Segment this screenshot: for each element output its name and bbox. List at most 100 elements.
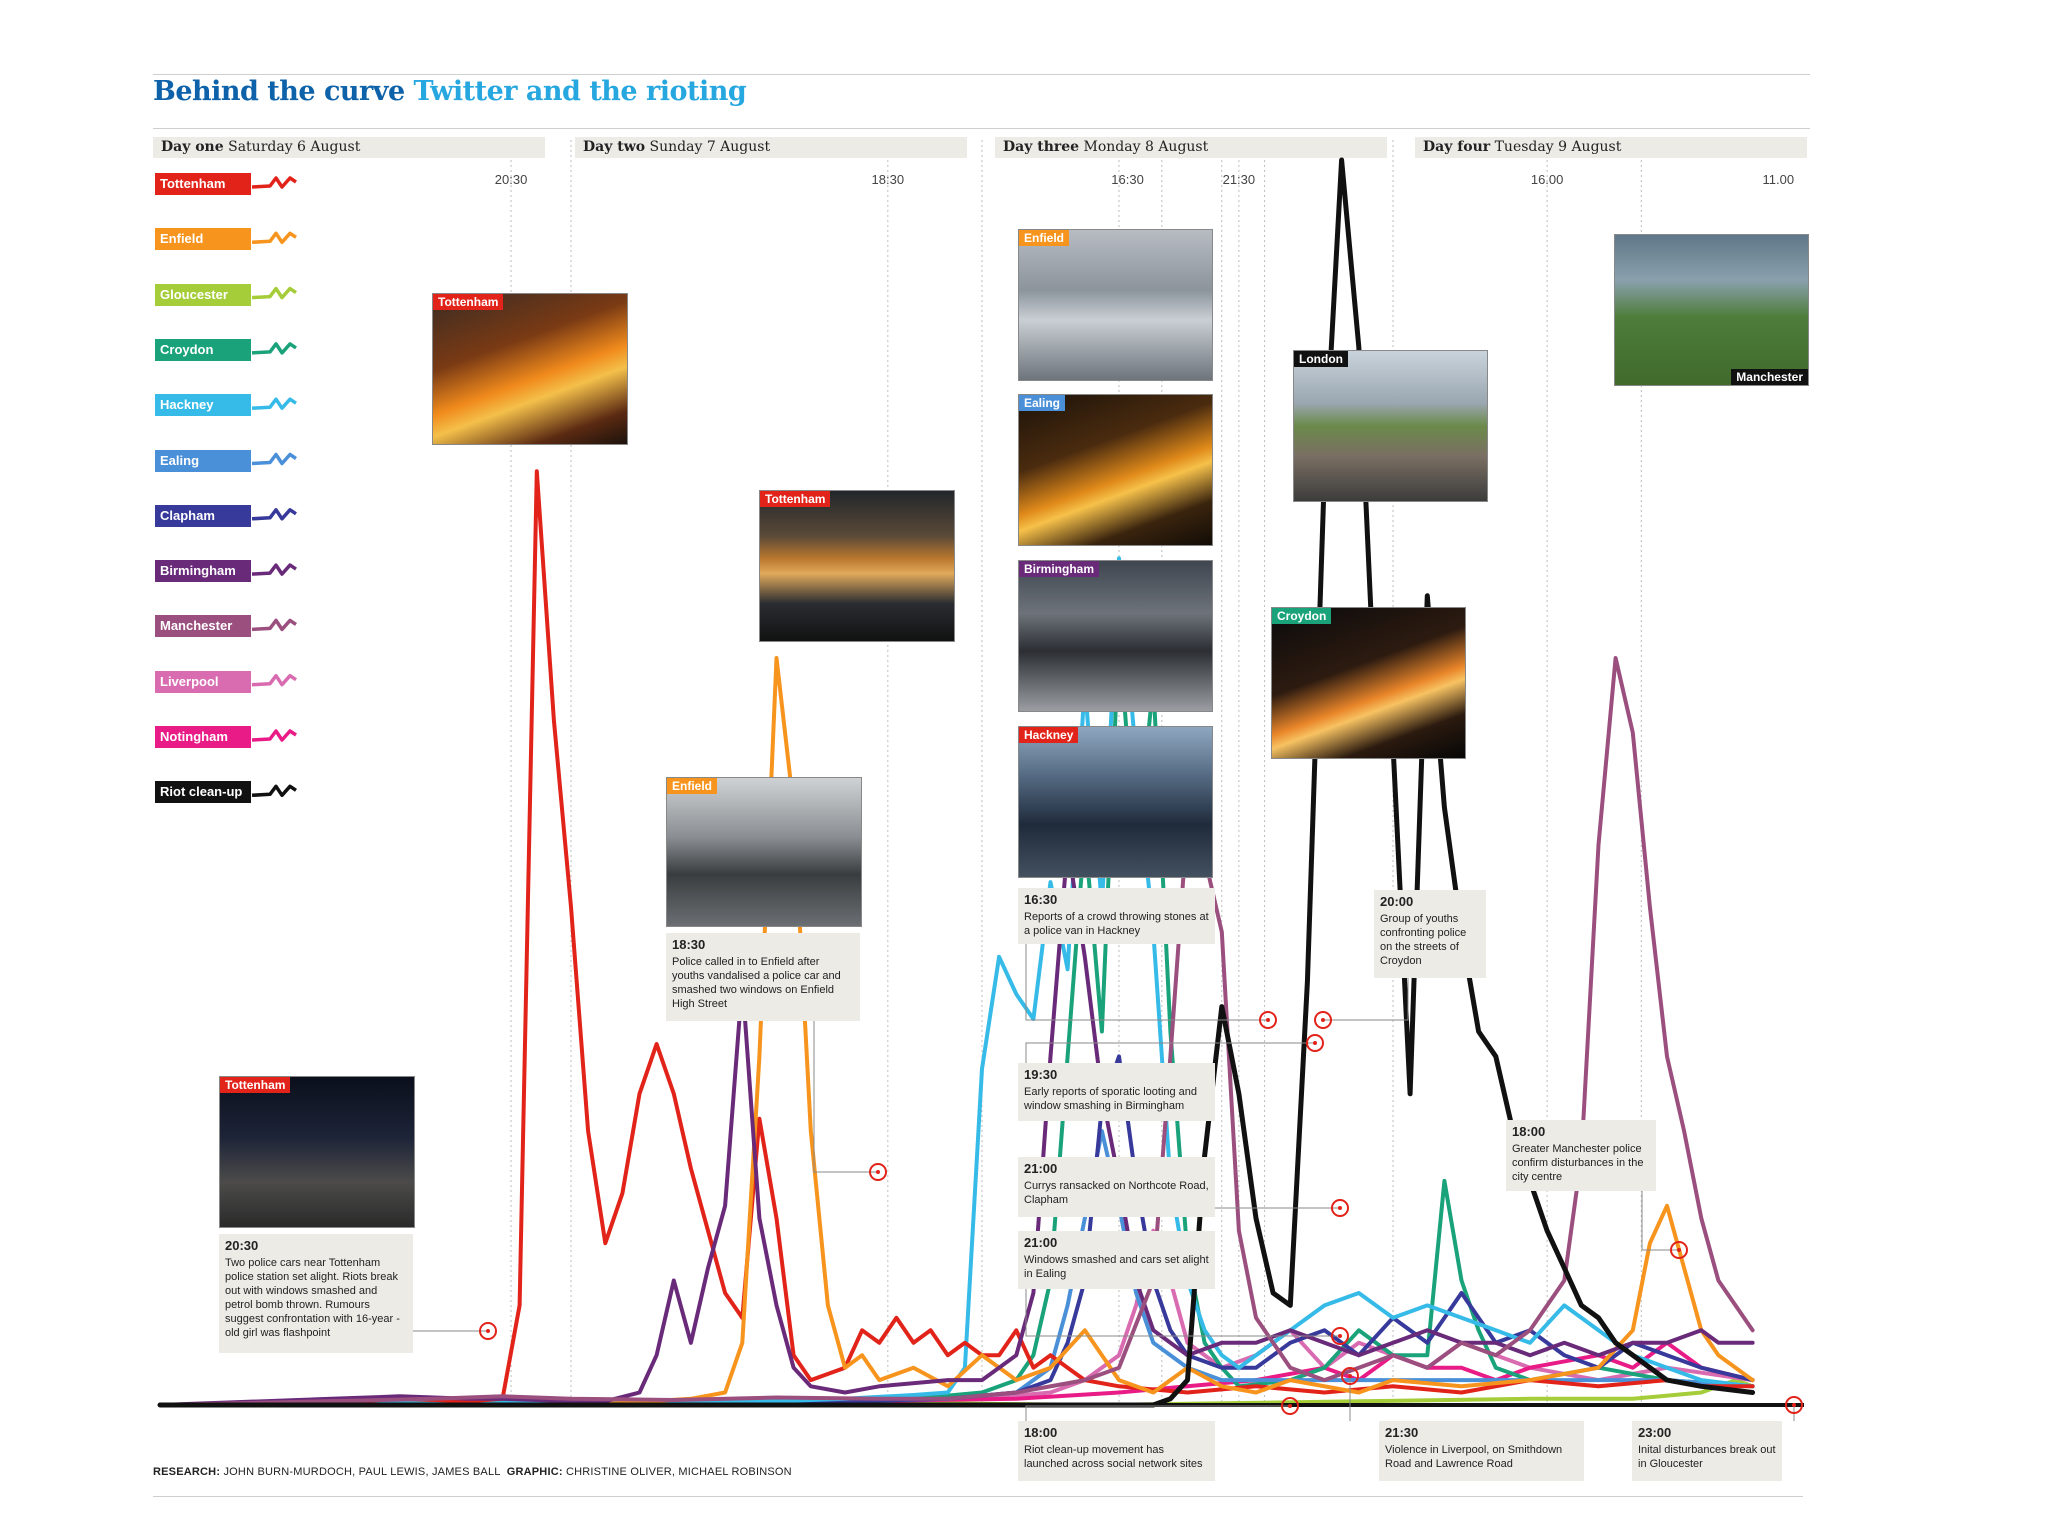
annotation-time: 18:30 — [672, 937, 706, 952]
legend-swatch — [251, 563, 297, 576]
annotation-connector — [1025, 1405, 1290, 1421]
series-line-birmingham — [158, 842, 1755, 1407]
annotation-text: Two police cars near Tottenham police st… — [225, 1257, 400, 1339]
photo-london-cleanup: London — [1293, 350, 1488, 502]
event-marker-dot — [1348, 1374, 1352, 1378]
annotation-time: 21:00 — [1024, 1235, 1058, 1250]
annotation-text: Violence in Liverpool, on Smithdown Road… — [1385, 1444, 1563, 1470]
annotation-tottenham-2030: 20:30 Two police cars near Tottenham pol… — [219, 1234, 413, 1353]
event-marker — [869, 1163, 887, 1181]
top-rule — [153, 74, 1810, 75]
title-part-2: Twitter and the rioting — [413, 76, 747, 107]
photo-tottenham-fire: Tottenham — [432, 293, 628, 445]
annotation-text: Group of youths confronting police on th… — [1380, 913, 1467, 967]
day-header-1: Day one Saturday 6 August — [153, 137, 545, 158]
legend-swatch — [251, 618, 297, 632]
photo-tag: Hackney — [1019, 727, 1079, 743]
annotation-time: 18:00 — [1024, 1425, 1058, 1440]
series-lines — [157, 157, 1804, 1408]
title-part-1: Behind the curve — [153, 76, 405, 107]
annotation-time: 18:00 — [1512, 1124, 1546, 1139]
title-rule — [153, 128, 1810, 129]
annotation-time: 21:30 — [1385, 1425, 1419, 1440]
series-line-ealing — [158, 1129, 1755, 1407]
legend-swatch — [251, 176, 297, 189]
annotation-time: 16:30 — [1024, 892, 1058, 907]
time-marker-label: 20:30 — [495, 172, 528, 187]
credits: RESEARCH: JOHN BURN-MURDOCH, PAUL LEWIS,… — [153, 1466, 792, 1478]
legend-label: Enfield — [155, 228, 251, 251]
legend-label: Hackney — [155, 394, 251, 417]
annotation-connectors — [413, 944, 1803, 1421]
legend-label: Clapham — [155, 504, 251, 527]
photo-manchester-cleanup: Manchester — [1614, 234, 1809, 386]
day-date: Saturday 6 August — [228, 139, 361, 155]
legend-label: Manchester — [155, 615, 251, 638]
legend-label: Croydon — [155, 338, 251, 361]
legend-swatch — [251, 231, 297, 245]
research-names: JOHN BURN-MURDOCH, PAUL LEWIS, JAMES BAL… — [223, 1466, 501, 1478]
annotation-text: Currys ransacked on Northcote Road, Clap… — [1024, 1180, 1209, 1206]
graphic-label: GRAPHIC: — [506, 1466, 563, 1478]
annotation-connector — [1025, 944, 1268, 1021]
photo-tag: Croydon — [1272, 608, 1332, 624]
annotation-connector — [813, 1021, 878, 1173]
annotation-connector — [1025, 1289, 1340, 1337]
event-marker-dot — [1321, 1018, 1325, 1022]
event-marker-dot — [1288, 1404, 1292, 1408]
legend-swatch — [251, 673, 297, 687]
annotation-time: 20:00 — [1380, 894, 1414, 909]
photo-tag: Birmingham — [1019, 561, 1100, 577]
annotation-connector — [1641, 1191, 1679, 1251]
photo-tag: Tottenham — [220, 1077, 291, 1093]
legend-label: Tottenham — [155, 173, 251, 195]
annotation-text: Windows smashed and cars set alight in E… — [1024, 1254, 1209, 1280]
photo-tag: Ealing — [1019, 395, 1066, 411]
annotation-croydon-2000: 20:00 Group of youths confronting police… — [1374, 890, 1486, 978]
event-marker — [1281, 1397, 1299, 1415]
event-marker — [1306, 1034, 1324, 1052]
legend-label: Riot clean-up — [155, 781, 251, 804]
event-marker-dot — [486, 1329, 490, 1333]
legend-label: Ealing — [155, 449, 251, 472]
series-line-riot-clean-up — [157, 157, 1756, 1408]
legend-label: Birmingham — [155, 560, 251, 583]
annotation-connector — [1025, 1042, 1315, 1063]
photo-tag: Manchester — [1731, 369, 1808, 385]
annotation-time: 21:00 — [1024, 1161, 1058, 1176]
photo-tag: Tottenham — [760, 491, 831, 507]
legend-swatch — [251, 729, 297, 742]
time-marker-label: 16:30 — [1111, 172, 1144, 187]
event-marker-dot — [1313, 1041, 1317, 1045]
event-marker-dot — [1266, 1018, 1270, 1022]
annotation-liverpool-2130: 21:30 Violence in Liverpool, on Smithdow… — [1379, 1421, 1584, 1481]
annotation-text: Police called in to Enfield after youths… — [672, 956, 841, 1010]
event-marker — [1331, 1199, 1349, 1217]
chart-title: Behind the curve Twitter and the rioting — [153, 76, 747, 107]
photo-croydon-fire: Croydon — [1271, 607, 1466, 759]
day-header-4: Day four Tuesday 9 August — [1415, 137, 1807, 158]
series-line-manchester — [158, 656, 1755, 1407]
legend-swatch — [251, 397, 297, 410]
annotation-connector — [1323, 978, 1409, 1021]
research-label: RESEARCH: — [153, 1466, 221, 1478]
series-line-tottenham — [158, 469, 1755, 1407]
legend-label: Liverpool — [155, 670, 251, 693]
photo-enfield-riot-police: Enfield — [666, 777, 862, 927]
photo-tag: London — [1294, 351, 1348, 367]
photo-ealing-fire: Ealing — [1018, 394, 1213, 546]
event-marker-dot — [876, 1170, 880, 1174]
annotation-enfield-1830: 18:30 Police called in to Enfield after … — [666, 933, 860, 1021]
annotation-ealing-2100: 21:00 Windows smashed and cars set aligh… — [1018, 1231, 1215, 1289]
time-marker-label: 11.00 — [1763, 172, 1795, 187]
event-marker-dot — [1338, 1334, 1342, 1338]
annotation-gloucester-2300: 23:00 Inital disturbances break out in G… — [1632, 1421, 1782, 1481]
annotation-hackney-1630: 16:30 Reports of a crowd throwing stones… — [1018, 888, 1215, 944]
time-marker-label: 21:30 — [1223, 172, 1256, 187]
annotation-text: Early reports of sporatic looting and wi… — [1024, 1086, 1198, 1112]
photo-tag: Tottenham — [433, 294, 504, 310]
annotation-text: Riot clean-up movement has launched acro… — [1024, 1444, 1203, 1470]
annotation-text: Greater Manchester police confirm distur… — [1512, 1143, 1644, 1183]
